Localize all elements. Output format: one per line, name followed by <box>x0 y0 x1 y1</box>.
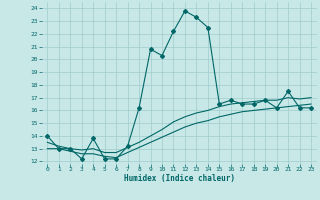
X-axis label: Humidex (Indice chaleur): Humidex (Indice chaleur) <box>124 174 235 183</box>
